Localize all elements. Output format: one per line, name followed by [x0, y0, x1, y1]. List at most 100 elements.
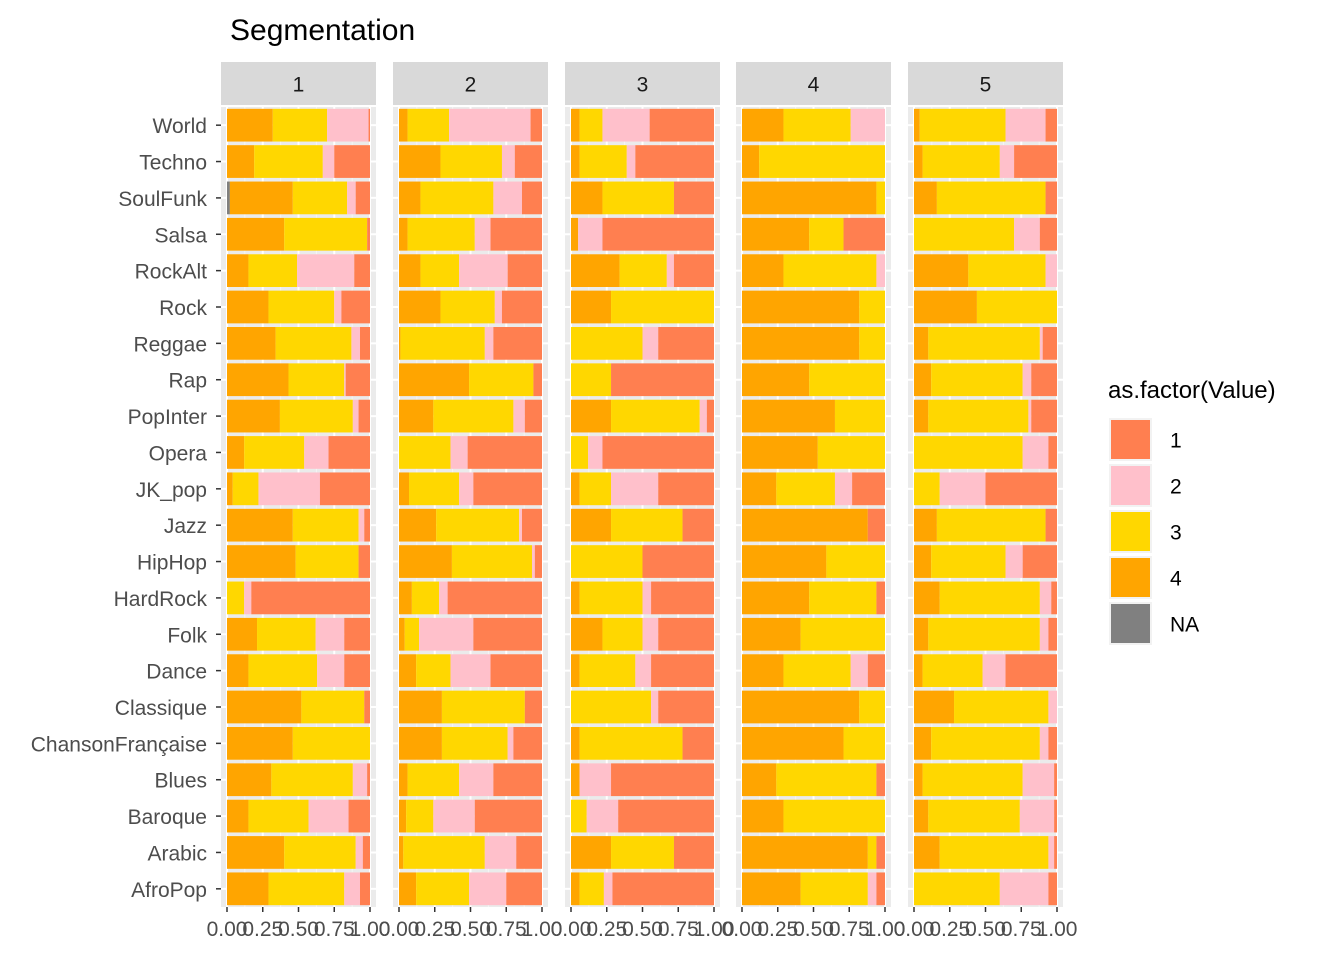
bar-stack-Reggae [399, 327, 542, 360]
bar-segment-3 [835, 400, 885, 433]
bar-segment-4 [399, 145, 440, 178]
bar-stack-Classique [571, 691, 714, 724]
bar-segment-3 [876, 182, 885, 215]
panels-layer: 10.000.250.500.751.0020.000.250.500.751.… [207, 62, 1078, 941]
bar-segment-4 [571, 727, 580, 760]
x-tick-label: 0.00 [379, 918, 420, 941]
bar-stack-Jazz [914, 509, 1057, 542]
legend-label: 1 [1170, 430, 1182, 453]
bar-segment-4 [571, 182, 602, 215]
bar-segment-1 [658, 618, 714, 651]
x-tick-label: 0.25 [929, 918, 970, 941]
bar-segment-4 [742, 436, 818, 469]
bar-segment-2 [502, 145, 515, 178]
facet-strip-label: 3 [637, 74, 649, 97]
bar-segment-2 [353, 763, 367, 796]
bar-segment-4 [399, 254, 420, 287]
bar-segment-2 [1014, 218, 1040, 251]
category-labels: World Techno SoulFunk Salsa RockAlt Rock Regga… [31, 115, 221, 902]
bar-segment-3 [809, 582, 876, 615]
bar-segment-1 [367, 218, 370, 251]
bar-stack-Folk [571, 618, 714, 651]
bar-stack-HardRock [227, 582, 370, 615]
bar-segment-2 [876, 254, 885, 287]
bar-stack-PopInter [399, 400, 542, 433]
bar-segment-3 [611, 400, 700, 433]
bar-segment-1 [1048, 872, 1057, 905]
bar-segment-4 [227, 400, 280, 433]
bar-segment-2 [297, 254, 354, 287]
legend-entry-1: 1 [1109, 418, 1182, 461]
bar-segment-3 [406, 800, 433, 833]
bar-segment-1 [475, 800, 542, 833]
bar-segment-1 [658, 472, 714, 505]
facet-panel-1: 1 0.000.250.500.751.00 [207, 62, 391, 941]
bar-segment-2 [419, 618, 473, 651]
bar-segment-4 [742, 727, 844, 760]
bar-stack-Arabic [227, 836, 370, 869]
bar-segment-4 [914, 145, 923, 178]
bar-segment-3 [977, 291, 1057, 324]
bar-segment-4 [399, 109, 408, 142]
x-tick-label: 0.50 [965, 918, 1006, 941]
bar-segment-4 [742, 509, 868, 542]
bar-segment-3 [580, 109, 603, 142]
bar-segment-3 [844, 727, 885, 760]
bar-segment-2 [304, 436, 328, 469]
category-label: Arabic [147, 842, 207, 865]
bar-segment-3 [227, 582, 244, 615]
bar-segment-4 [227, 545, 296, 578]
bar-segment-2 [588, 436, 602, 469]
bar-segment-1 [491, 218, 542, 251]
bar-segment-3 [248, 254, 297, 287]
bar-segment-2 [627, 145, 636, 178]
x-tick-label: 0.50 [278, 918, 319, 941]
bar-segment-4 [742, 836, 868, 869]
bar-stack-Techno [227, 145, 370, 178]
bar-segment-4 [571, 109, 580, 142]
bar-segment-4 [399, 618, 405, 651]
bar-stack-JK_pop [399, 472, 542, 505]
bar-segment-4 [571, 836, 611, 869]
bar-segment-3 [288, 363, 344, 396]
bar-segment-3 [826, 545, 885, 578]
bar-segment-4 [742, 291, 859, 324]
bar-segment-4 [399, 400, 433, 433]
bar-stack-Rock [742, 291, 885, 324]
bar-stack-Classique [914, 691, 1057, 724]
bar-segment-1 [468, 436, 542, 469]
bar-segment-4 [227, 691, 301, 724]
bar-segment-4 [227, 145, 254, 178]
bar-segment-3 [408, 218, 475, 251]
bar-segment-3 [923, 145, 1000, 178]
bar-segment-1 [1054, 800, 1057, 833]
legend-swatch [1111, 558, 1150, 597]
bar-segment-4 [742, 182, 876, 215]
bar-stack-PopInter [227, 400, 370, 433]
x-tick-label: 0.75 [486, 918, 527, 941]
bar-stack-Reggae [571, 327, 714, 360]
bar-stack-RockAlt [399, 254, 542, 287]
bar-stack-Baroque [571, 800, 714, 833]
bar-stack-ChansonFrançaise [227, 727, 370, 760]
category-label: PopInter [128, 406, 207, 429]
bar-segment-4 [742, 109, 783, 142]
bar-segment-3 [859, 327, 885, 360]
bar-segment-4 [914, 327, 928, 360]
bar-segment-na [227, 182, 230, 215]
bar-segment-2 [1048, 836, 1054, 869]
bar-segment-4 [742, 872, 801, 905]
bar-segment-4 [914, 800, 928, 833]
bar-segment-4 [914, 763, 923, 796]
bar-segment-1 [1054, 763, 1057, 796]
bar-segment-2 [868, 872, 877, 905]
bar-segment-2 [508, 727, 514, 760]
bar-stack-RockAlt [742, 254, 885, 287]
category-label: Jazz [164, 515, 207, 538]
x-tick-label: 0.50 [622, 918, 663, 941]
bar-stack-HipHop [571, 545, 714, 578]
category-label: Rap [168, 370, 207, 393]
bar-segment-4 [742, 400, 835, 433]
bar-segment-3 [776, 763, 876, 796]
